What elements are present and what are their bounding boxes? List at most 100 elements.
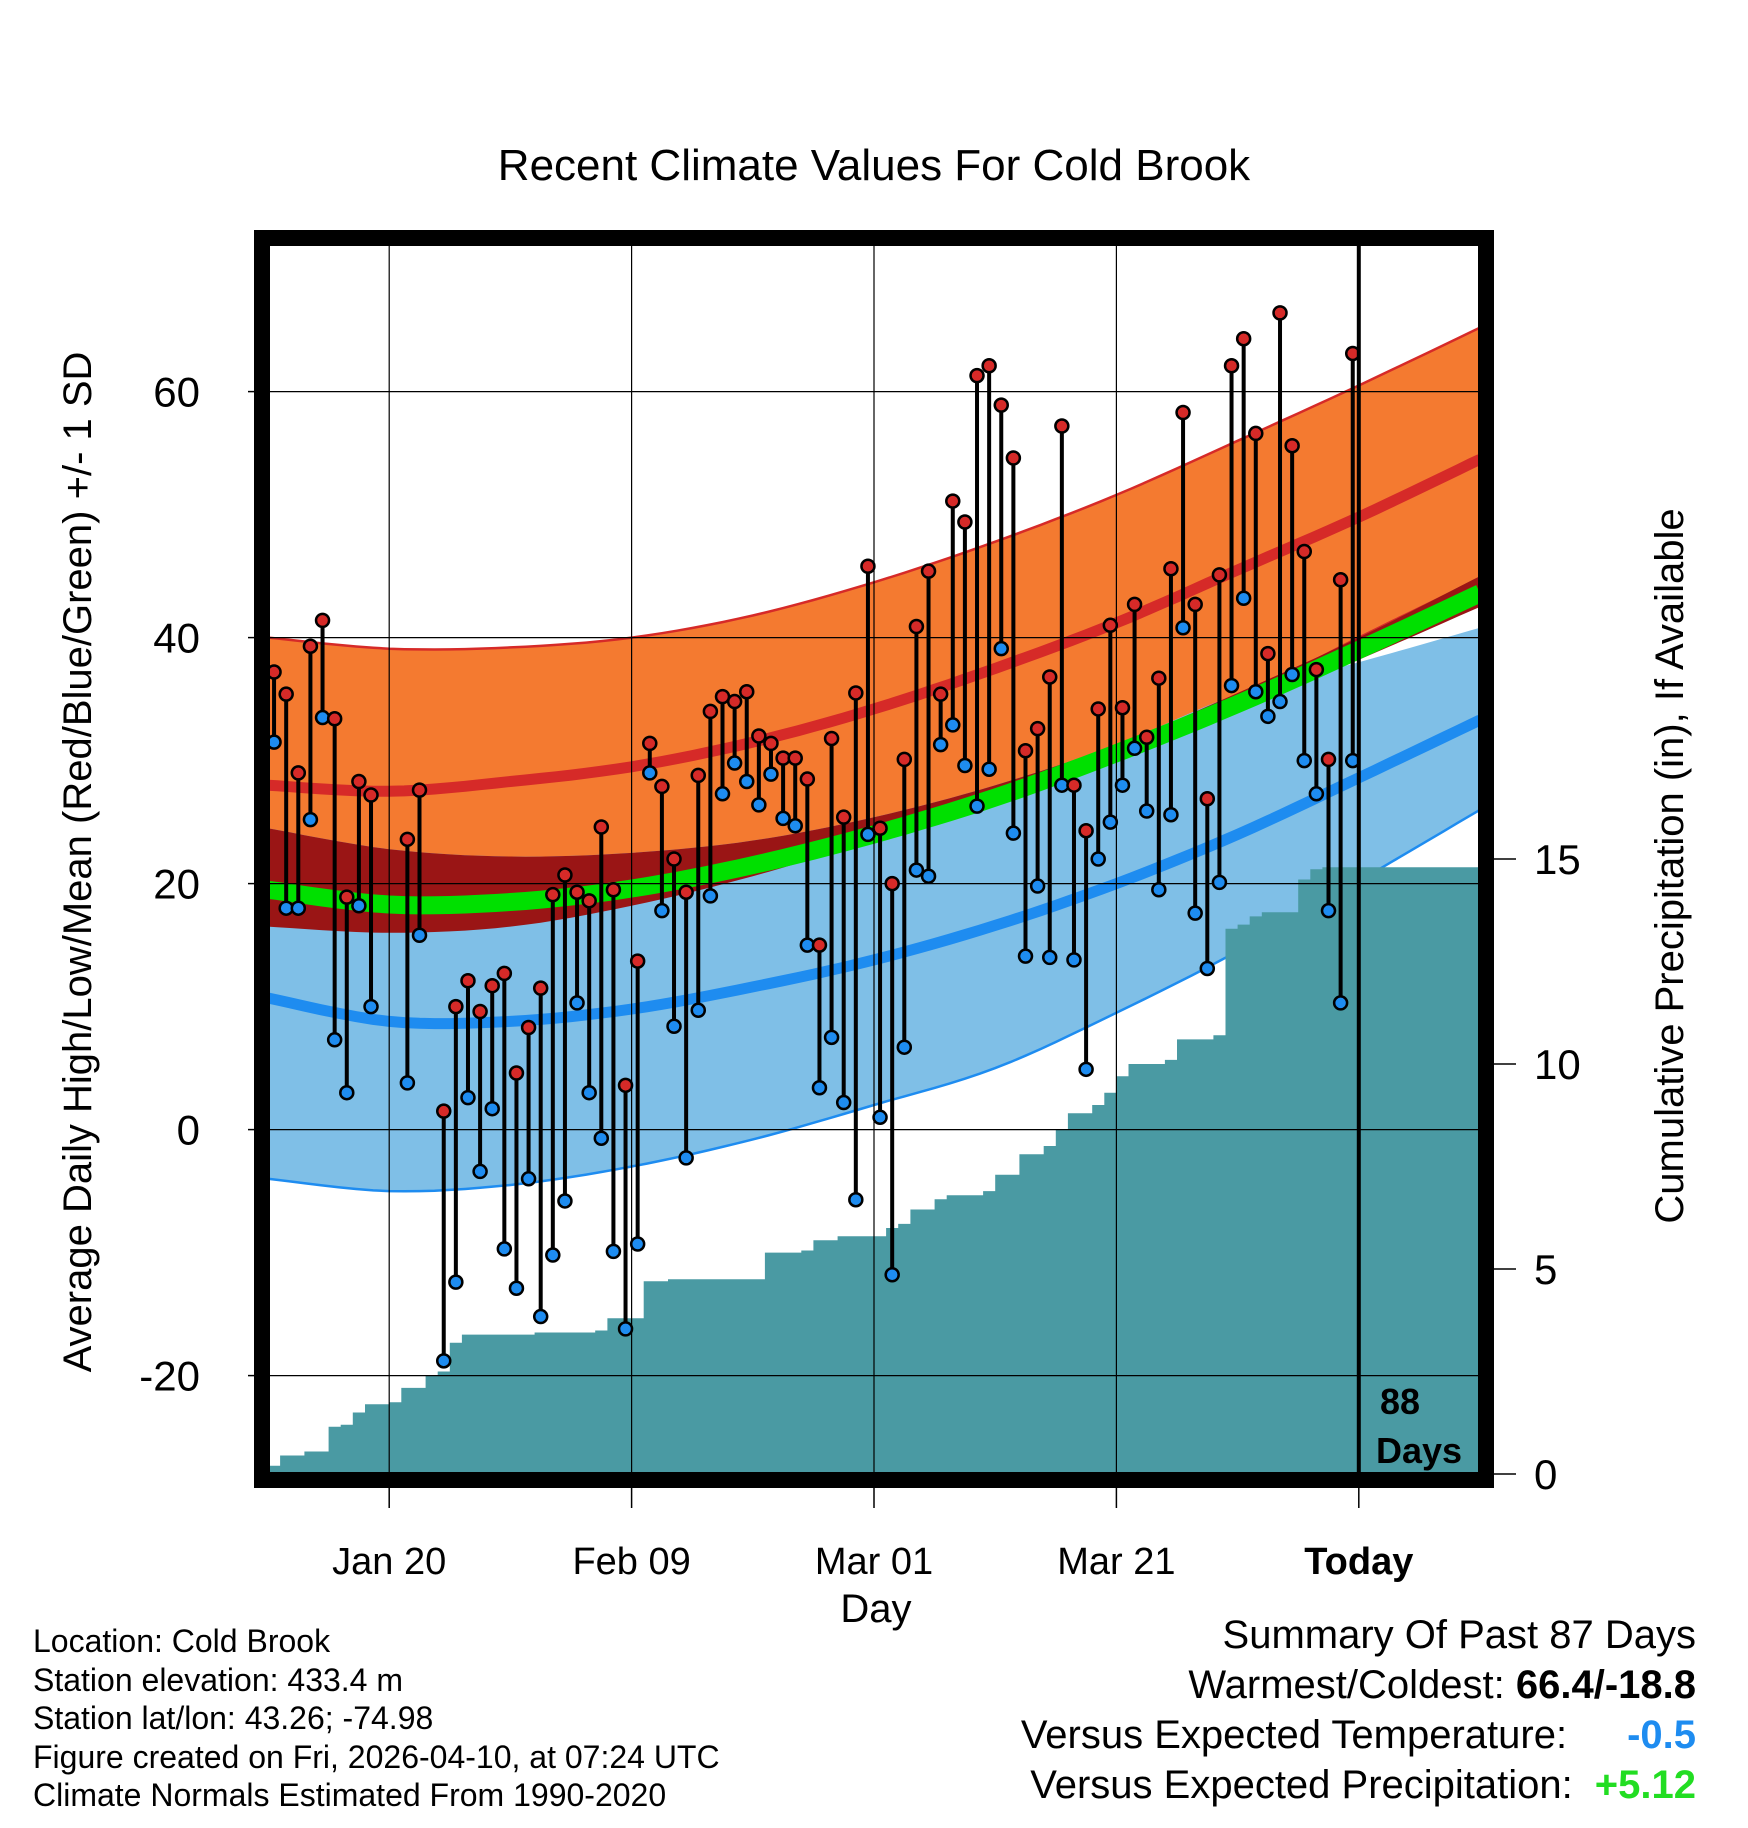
obs-high-point bbox=[1114, 699, 1131, 716]
obs-low-point bbox=[1151, 882, 1167, 898]
obs-high-point bbox=[363, 787, 379, 803]
x-tick-label: Mar 01 bbox=[815, 1541, 933, 1583]
obs-high-point bbox=[1260, 645, 1276, 662]
obs-low-point bbox=[884, 1266, 900, 1283]
chart-title: Recent Climate Values For Cold Brook bbox=[498, 141, 1251, 190]
obs-low-point bbox=[605, 1243, 622, 1260]
obs-low-point bbox=[448, 1274, 464, 1290]
obs-low-point bbox=[1005, 825, 1022, 841]
obs-low-point bbox=[302, 811, 319, 828]
obs-low-point bbox=[472, 1163, 488, 1180]
y2-tick-label: 10 bbox=[1534, 1041, 1581, 1088]
obs-low-point bbox=[1102, 814, 1119, 830]
obs-low-point bbox=[726, 755, 743, 771]
obs-high-point bbox=[1017, 743, 1034, 759]
obs-low-point bbox=[1248, 683, 1264, 700]
obs-high-point bbox=[1054, 418, 1070, 434]
obs-low-point bbox=[532, 1308, 549, 1325]
obs-high-point bbox=[690, 767, 707, 784]
obs-high-point bbox=[557, 867, 573, 883]
obs-high-point bbox=[1102, 617, 1119, 634]
obs-high-point bbox=[339, 889, 355, 905]
obs-high-point bbox=[1078, 822, 1094, 839]
obs-low-point bbox=[993, 640, 1010, 657]
obs-high-point bbox=[508, 1065, 525, 1081]
obs-low-point bbox=[860, 826, 876, 843]
obs-high-point bbox=[1126, 596, 1143, 613]
obs-high-point bbox=[617, 1077, 634, 1094]
obs-high-point bbox=[593, 819, 610, 835]
obs-low-point bbox=[629, 1236, 646, 1252]
obs-high-point bbox=[726, 693, 743, 710]
created-text: Figure created on Fri, 2026-04-10, at 07… bbox=[33, 1738, 720, 1775]
obs-low-point bbox=[763, 766, 779, 782]
obs-low-point bbox=[290, 900, 307, 916]
obs-high-point bbox=[896, 751, 913, 768]
y2-tick-label: 15 bbox=[1534, 836, 1581, 883]
obs-high-point bbox=[545, 886, 561, 903]
obs-high-point bbox=[702, 703, 719, 720]
obs-low-point bbox=[1126, 740, 1143, 757]
obs-high-point bbox=[581, 893, 597, 909]
obs-low-point bbox=[823, 1029, 840, 1046]
station-info: Location: Cold Brook Station elevation: … bbox=[33, 1622, 720, 1815]
obs-low-point bbox=[1090, 851, 1106, 867]
obs-high-point bbox=[326, 711, 343, 727]
obs-low-point bbox=[1235, 590, 1252, 606]
normals-text: Climate Normals Estimated From 1990-2020 bbox=[33, 1777, 667, 1813]
obs-high-point bbox=[738, 683, 755, 700]
obs-high-point bbox=[1005, 450, 1022, 466]
obs-low-point bbox=[1041, 949, 1058, 966]
obs-high-point bbox=[1248, 425, 1264, 442]
obs-high-point bbox=[569, 884, 585, 900]
obs-low-point bbox=[569, 995, 585, 1011]
obs-low-point bbox=[969, 798, 985, 814]
obs-high-point bbox=[435, 1103, 452, 1119]
obs-low-point bbox=[460, 1089, 476, 1106]
obs-low-point bbox=[714, 786, 731, 802]
obs-high-point bbox=[981, 358, 997, 374]
precip-label: Versus Expected Precipitation: bbox=[1030, 1763, 1573, 1807]
obs-low-point bbox=[508, 1280, 525, 1297]
x-tick-label: Today bbox=[1304, 1541, 1413, 1583]
precip-area bbox=[268, 867, 1480, 1474]
temp-value: -0.5 bbox=[1627, 1713, 1696, 1757]
obs-high-point bbox=[920, 563, 937, 579]
obs-low-point bbox=[981, 761, 997, 777]
obs-low-point bbox=[617, 1321, 634, 1337]
obs-high-point bbox=[1029, 720, 1046, 737]
obs-low-point bbox=[339, 1084, 355, 1101]
obs-low-point bbox=[1138, 803, 1155, 819]
obs-high-point bbox=[629, 953, 646, 969]
obs-high-point bbox=[460, 973, 476, 989]
x-tick-label: Jan 20 bbox=[332, 1541, 446, 1583]
obs-low-point bbox=[775, 810, 791, 827]
obs-low-point bbox=[654, 902, 670, 919]
obs-low-point bbox=[848, 1191, 864, 1208]
obs-high-point bbox=[532, 980, 549, 996]
obs-low-point bbox=[1114, 777, 1131, 793]
obs-high-point bbox=[860, 558, 876, 575]
obs-high-point bbox=[848, 685, 864, 701]
y2-tick-label: 0 bbox=[1534, 1451, 1557, 1498]
obs-low-point bbox=[666, 1018, 682, 1035]
obs-high-point bbox=[678, 884, 694, 900]
obs-low-point bbox=[326, 1032, 343, 1048]
obs-high-point bbox=[278, 686, 294, 702]
obs-high-point bbox=[957, 514, 973, 530]
obs-high-point bbox=[302, 638, 319, 654]
summary-title: Summary Of Past 87 Days bbox=[1222, 1613, 1696, 1657]
obs-low-point bbox=[957, 757, 973, 774]
obs-low-point bbox=[351, 897, 367, 914]
elevation-text: Station elevation: 433.4 m bbox=[33, 1661, 404, 1698]
obs-high-point bbox=[835, 809, 852, 825]
summary-precip-row: Versus Expected Precipitation: +5.12 bbox=[1021, 1760, 1696, 1810]
obs-high-point bbox=[605, 882, 622, 898]
obs-high-point bbox=[787, 750, 803, 766]
obs-high-point bbox=[642, 735, 658, 752]
y-tick-label: 40 bbox=[153, 615, 200, 662]
y-axis-label: Average Daily High/Low/Mean (Red/Blue/Gr… bbox=[56, 352, 100, 1373]
obs-high-point bbox=[1332, 572, 1349, 588]
obs-low-point bbox=[690, 1002, 707, 1019]
days-label-number: 88 bbox=[1380, 1381, 1420, 1422]
